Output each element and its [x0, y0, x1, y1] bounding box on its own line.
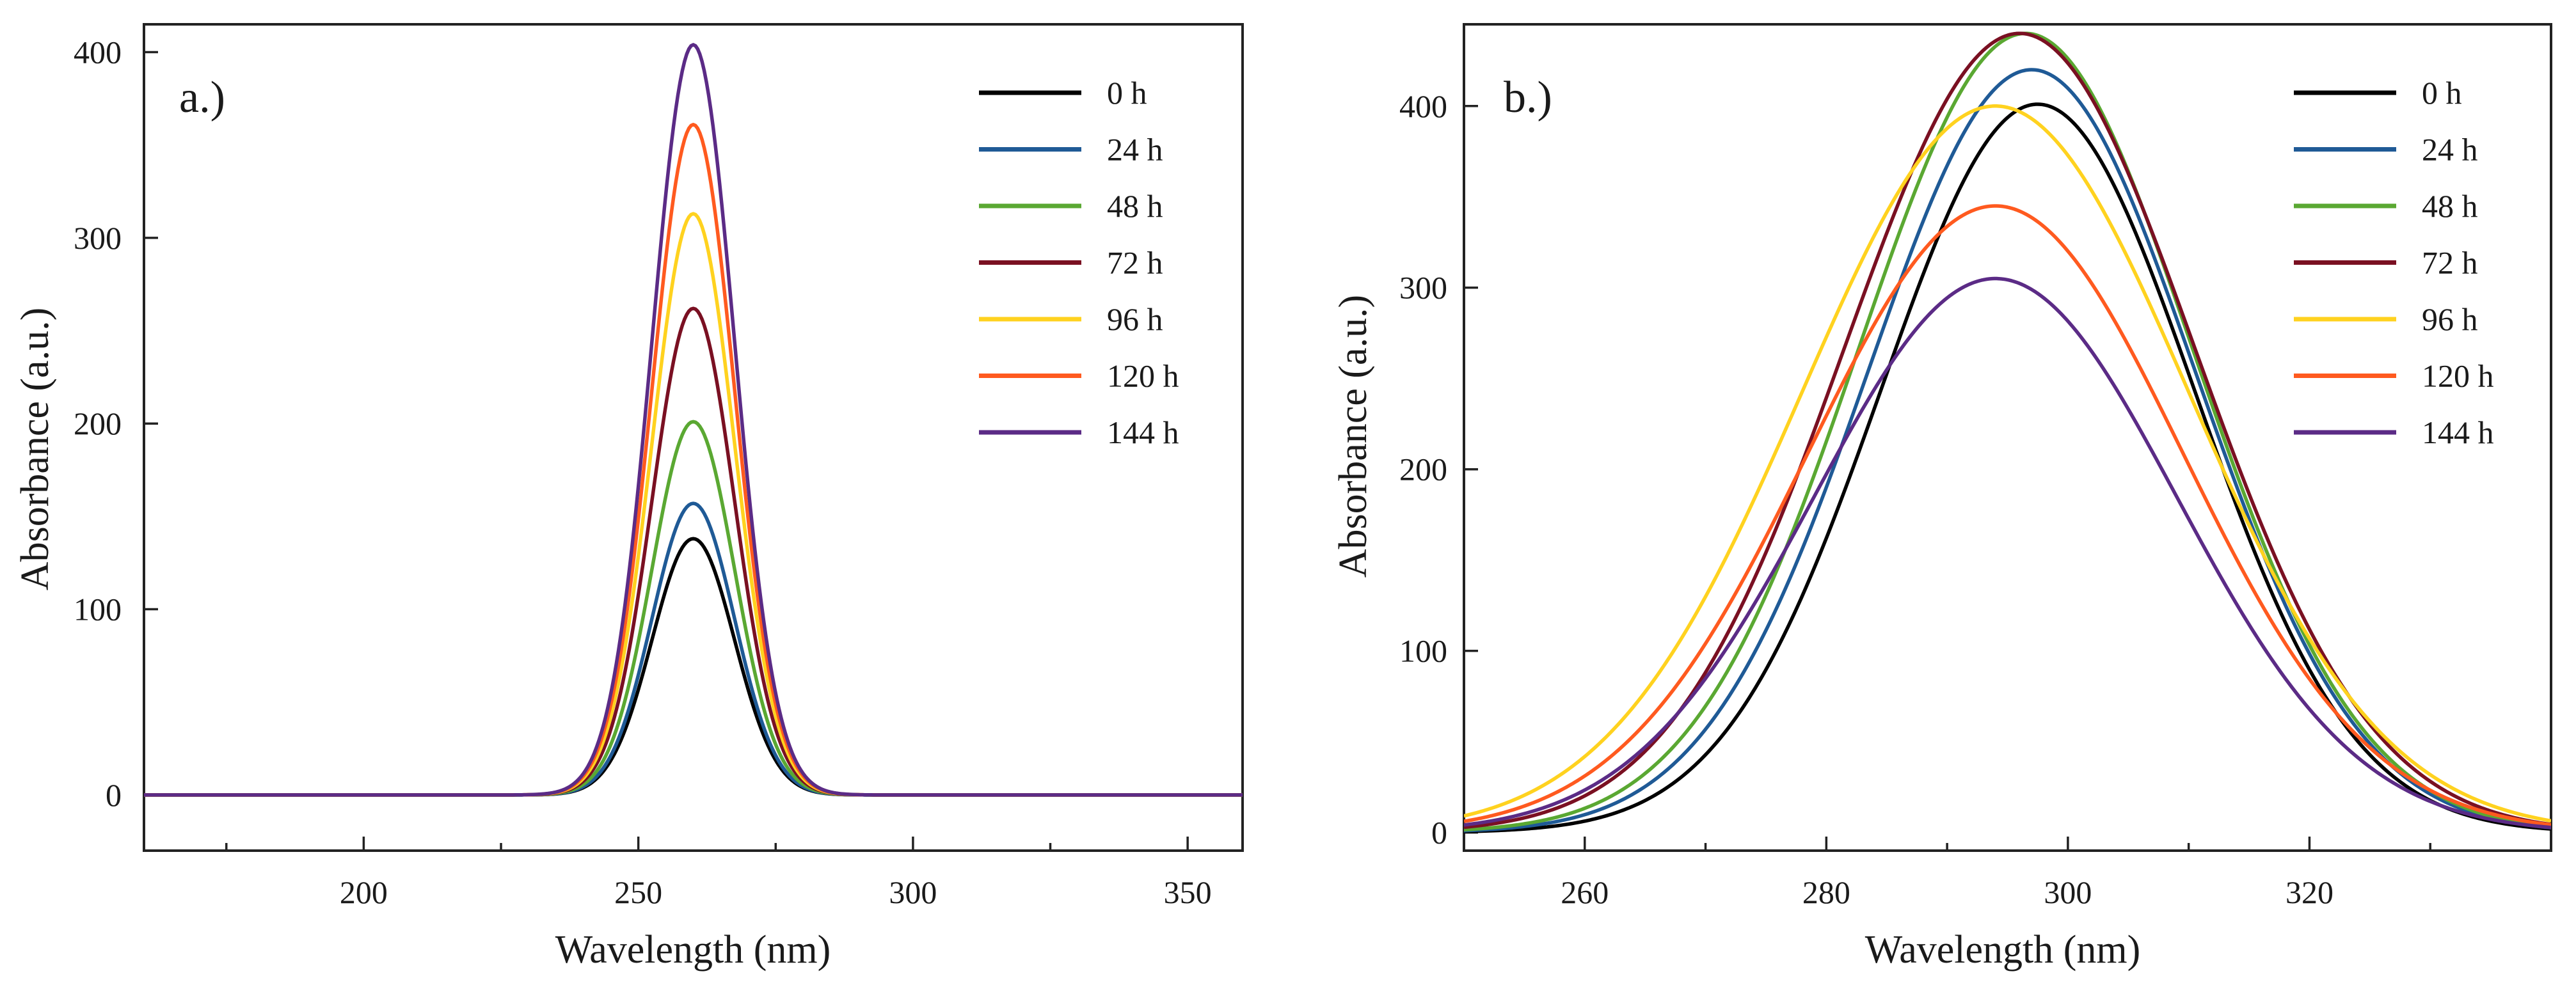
y-tick-label: 200	[74, 405, 122, 441]
legend-label: 144 h	[1107, 414, 1179, 450]
legend-label: 72 h	[1107, 245, 1163, 281]
legend-label: 48 h	[1107, 188, 1163, 224]
y-tick-label: 300	[74, 220, 122, 256]
x-axis-label: Wavelength (nm)	[1865, 928, 2141, 972]
legend-label: 0 h	[2422, 75, 2462, 111]
chart-panel-b: b.) Wavelength (nm) Absorbance (a.u.) 26…	[1332, 23, 2552, 972]
series-line-48h	[1464, 31, 2551, 832]
x-tick-label: 320	[2286, 874, 2334, 910]
y-tick-label: 400	[74, 35, 122, 70]
y-tick-label: 0	[1431, 815, 1447, 851]
legend-label: 96 h	[2422, 301, 2478, 337]
panel-label: b.)	[1504, 73, 1552, 122]
y-tick-label: 200	[1399, 452, 1447, 487]
x-tick-label: 300	[889, 874, 937, 910]
legend-label: 120 h	[1107, 358, 1179, 394]
y-tick-label: 300	[1399, 270, 1447, 306]
series-line-144h	[1464, 276, 2551, 830]
series-line-120h	[1464, 204, 2551, 827]
legend-label: 96 h	[1107, 301, 1163, 337]
legend-label: 48 h	[2422, 188, 2478, 224]
panel-label: a.)	[179, 73, 225, 122]
x-tick-label: 200	[340, 874, 388, 910]
legend-label: 24 h	[1107, 132, 1163, 168]
x-tick-label: 280	[1802, 874, 1850, 910]
y-tick-label: 0	[106, 777, 122, 813]
plot-frame	[1463, 23, 2552, 852]
series-line-24h	[1464, 68, 2551, 833]
x-tick-label: 260	[1561, 874, 1609, 910]
series-line-72h	[1464, 31, 2551, 830]
series-line-144h	[144, 43, 1243, 797]
legend-label: 72 h	[2422, 245, 2478, 281]
y-axis-label: Absorbance (a.u.)	[13, 308, 57, 590]
x-axis-label: Wavelength (nm)	[555, 928, 831, 972]
y-tick-label: 100	[1399, 633, 1447, 669]
legend-label: 0 h	[1107, 75, 1147, 111]
series-line-96h	[1464, 104, 2551, 823]
y-tick-label: 100	[74, 592, 122, 627]
legend-label: 24 h	[2422, 132, 2478, 168]
legend-label: 120 h	[2422, 358, 2494, 394]
series-line-0h	[1464, 102, 2551, 833]
x-tick-label: 250	[614, 874, 662, 910]
plot-frame	[143, 23, 1244, 852]
y-axis-label: Absorbance (a.u.)	[1332, 295, 1375, 578]
y-tick-label: 400	[1399, 88, 1447, 124]
x-tick-label: 300	[2044, 874, 2092, 910]
chart-panel-a: a.) Wavelength (nm) Absorbance (a.u.) 20…	[13, 23, 1244, 972]
x-tick-label: 350	[1164, 874, 1212, 910]
legend-label: 144 h	[2422, 414, 2494, 450]
